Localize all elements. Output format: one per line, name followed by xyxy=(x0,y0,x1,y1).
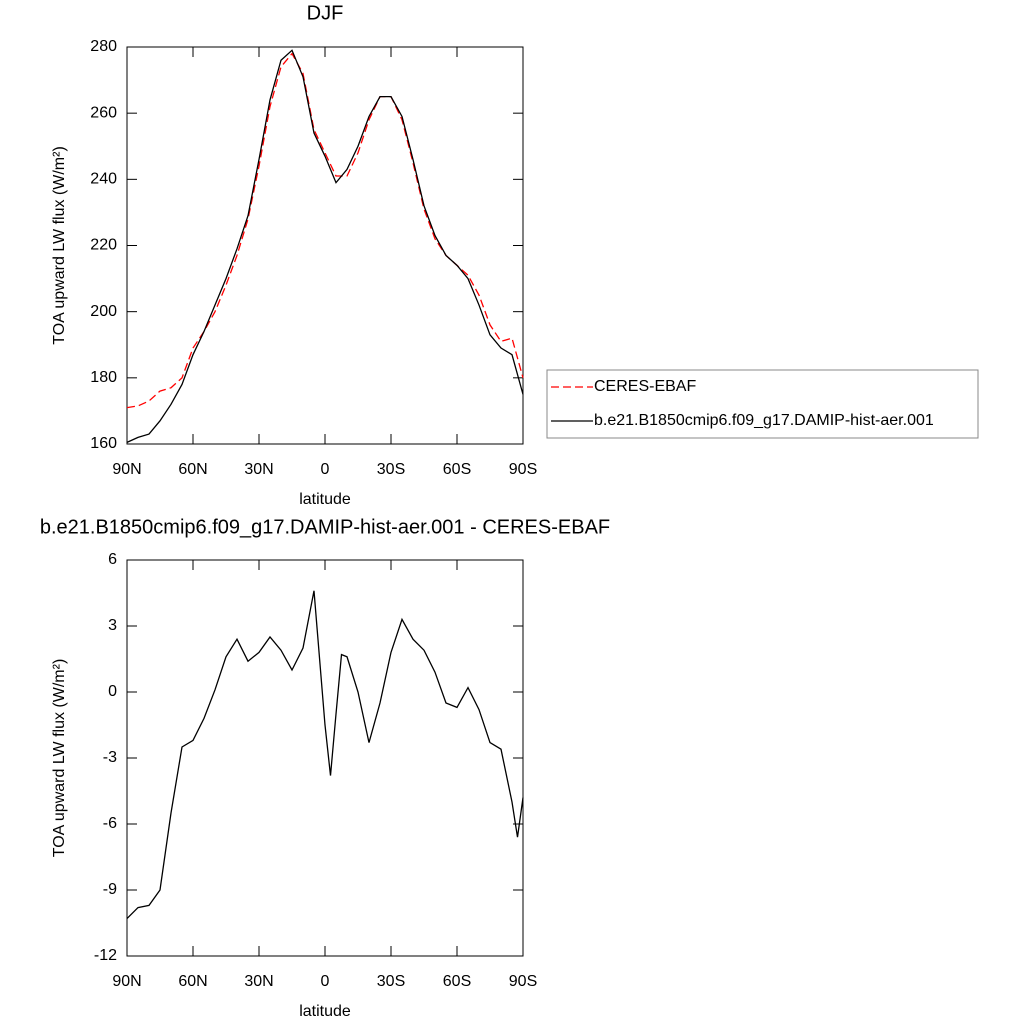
data-line xyxy=(126,49,524,443)
x-tick-label: 0 xyxy=(321,461,330,478)
y-axis-label: TOA upward LW flux (W/m²) xyxy=(51,146,68,345)
x-tick-label: 30S xyxy=(377,461,405,478)
x-axis-label: latitude xyxy=(299,491,351,508)
x-tick-label: 90S xyxy=(509,461,537,478)
y-axis-label: TOA upward LW flux (W/m²) xyxy=(51,659,68,858)
y-tick-label: 180 xyxy=(90,369,117,386)
x-tick-label: 30S xyxy=(377,973,405,990)
x-tick-label: 30N xyxy=(244,461,273,478)
plot-frame xyxy=(126,559,524,957)
chart-title: DJF xyxy=(307,2,344,24)
y-tick-label: 200 xyxy=(90,303,117,320)
legend-box xyxy=(546,369,979,439)
y-tick-label: 6 xyxy=(108,551,117,568)
y-tick-label: 0 xyxy=(108,683,117,700)
data-line xyxy=(126,590,524,920)
x-tick-label: 90N xyxy=(112,973,141,990)
plot-frame xyxy=(126,46,524,445)
x-tick-label: 0 xyxy=(321,973,330,990)
y-tick-label: 160 xyxy=(90,435,117,452)
y-tick-label: -6 xyxy=(103,815,117,832)
x-tick-label: 60N xyxy=(178,973,207,990)
x-tick-label: 90N xyxy=(112,461,141,478)
y-tick-label: 240 xyxy=(90,171,117,188)
x-tick-label: 30N xyxy=(244,973,273,990)
x-tick-label: 60S xyxy=(443,973,471,990)
y-tick-label: -3 xyxy=(103,749,117,766)
legend-label: b.e21.B1850cmip6.f09_g17.DAMIP-hist-aer.… xyxy=(594,412,934,429)
x-tick-label: 60N xyxy=(178,461,207,478)
y-tick-label: 3 xyxy=(108,617,117,634)
x-tick-label: 60S xyxy=(443,461,471,478)
y-tick-label: -9 xyxy=(103,881,117,898)
y-tick-label: 280 xyxy=(90,38,117,55)
y-tick-label: -12 xyxy=(94,947,117,964)
y-tick-label: 260 xyxy=(90,104,117,121)
data-line xyxy=(126,52,524,409)
x-tick-label: 90S xyxy=(509,973,537,990)
legend-label: CERES-EBAF xyxy=(594,378,696,395)
y-tick-label: 220 xyxy=(90,237,117,254)
chart-title: b.e21.B1850cmip6.f09_g17.DAMIP-hist-aer.… xyxy=(40,516,610,538)
x-axis-label: latitude xyxy=(299,1003,351,1020)
